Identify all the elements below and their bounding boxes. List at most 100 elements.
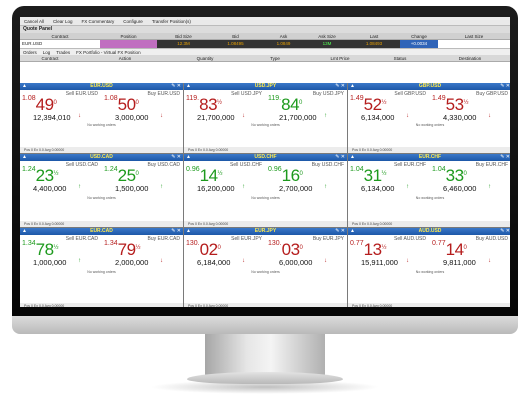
sell-button[interactable]: Sell USD.CHF 0.9614½ 16,200,000 ↑: [184, 162, 265, 202]
sell-label: Sell USD.CHF: [230, 162, 262, 168]
sell-size[interactable]: 6,184,000: [197, 258, 231, 267]
buy-button[interactable]: Buy EUR.CAD 1.3479½ 2,000,000 ↓: [102, 236, 183, 276]
tile-settings-icon[interactable]: ✎ ✕: [171, 228, 181, 234]
tile-position-footer: Pos 0 Ex 0.0 Avg 0.00000: [348, 221, 510, 227]
tab-trades[interactable]: Trades: [56, 50, 71, 55]
tile-menu-icon[interactable]: ▲: [186, 83, 191, 89]
fx-tile-usd-jpy: ▲ USD.JPY ✎ ✕ Sell USD.JPY 119.83½ 21,70…: [184, 83, 347, 153]
tab-fx-portfolio[interactable]: FX Portfolio - Virtual FX Position: [76, 50, 141, 55]
tile-menu-icon[interactable]: ▲: [186, 154, 191, 160]
sell-size[interactable]: 12,394,010: [33, 113, 71, 122]
cancel-all-button[interactable]: Cancel All: [24, 18, 45, 24]
buy-size[interactable]: 3,000,000: [115, 113, 149, 122]
sell-button[interactable]: Sell USD.CAD 1.2423½ 4,400,000 ↑: [20, 162, 101, 202]
sell-size[interactable]: 1,000,000: [33, 258, 67, 267]
buy-button[interactable]: Buy EUR.JPY 130.030 6,000,000 ↓: [266, 236, 347, 276]
buy-button[interactable]: Buy EUR.CHF 1.04330 6,460,000 ↑: [430, 162, 510, 202]
col-last[interactable]: Last: [369, 34, 379, 39]
buy-label: Buy EUR.CAD: [147, 236, 180, 242]
quote-ask: 1.0849: [261, 40, 306, 48]
tile-settings-icon[interactable]: ✎ ✕: [335, 83, 345, 89]
buy-price-prefix: 130.: [268, 240, 282, 247]
sell-button[interactable]: Sell EUR.CHF 1.0431½ 6,134,000 ↑: [348, 162, 429, 202]
sell-price-fraction: 0: [53, 100, 57, 106]
buy-button[interactable]: Buy USD.CAD 1.24250 1,500,000 ↑: [102, 162, 183, 202]
sell-button[interactable]: Sell GBP.USD 1.4952½ 6,134,000 ↓: [348, 91, 429, 131]
col-last-size[interactable]: Last Size: [464, 34, 484, 39]
sell-size[interactable]: 4,400,000: [33, 184, 67, 193]
sell-arrow-icon: ↑: [78, 258, 81, 264]
orders-col-quantity[interactable]: Quantity: [196, 56, 214, 61]
buy-button[interactable]: Buy USD.CHF 0.96160 2,700,000 ↑: [266, 162, 347, 202]
tile-settings-icon[interactable]: ✎ ✕: [500, 228, 510, 234]
orders-col-action[interactable]: Action: [118, 56, 132, 61]
sell-price: 1.4952½: [350, 95, 387, 115]
configure-button[interactable]: Configure: [123, 18, 143, 24]
tile-menu-icon[interactable]: ▲: [22, 83, 27, 89]
tab-orders[interactable]: Orders: [23, 50, 37, 55]
buy-button[interactable]: Buy GBP.USD 1.4953½ 4,330,000 ↓: [430, 91, 510, 131]
fx-commentary-button[interactable]: FX Commentary: [81, 18, 115, 24]
tab-log[interactable]: Log: [42, 50, 51, 55]
buy-size[interactable]: 6,460,000: [443, 184, 477, 193]
buy-button[interactable]: Buy EUR.USD 1.08500 3,000,000 ↓: [102, 91, 183, 131]
tile-pair: GBP.USD: [418, 83, 442, 89]
tile-settings-icon[interactable]: ✎ ✕: [171, 83, 181, 89]
orders-col-destination[interactable]: Destination: [458, 56, 482, 61]
tile-menu-icon[interactable]: ▲: [186, 228, 191, 234]
buy-size[interactable]: 2,000,000: [115, 258, 149, 267]
tile-header: ▲ AUD.USD ✎ ✕: [348, 228, 510, 235]
buy-button[interactable]: Buy USD.JPY 119.840 21,700,000 ↑: [266, 91, 347, 131]
orders-col-lmt-price[interactable]: Lmt Price: [330, 56, 350, 61]
col-change[interactable]: Change: [411, 34, 427, 39]
buy-price: 0.96160: [268, 166, 303, 186]
tile-menu-icon[interactable]: ▲: [22, 228, 27, 234]
orders-col-status[interactable]: Status: [393, 56, 407, 61]
buy-price: 1.24250: [104, 166, 139, 186]
sell-size[interactable]: 21,700,000: [197, 113, 235, 122]
buy-size[interactable]: 6,000,000: [279, 258, 313, 267]
sell-arrow-icon: ↓: [242, 258, 245, 264]
sell-button[interactable]: Sell USD.JPY 119.83½ 21,700,000 ↓: [184, 91, 265, 131]
buy-size[interactable]: 2,700,000: [279, 184, 313, 193]
buy-size[interactable]: 9,811,000: [443, 258, 476, 267]
quote-row[interactable]: EUR.USD 12.3M 1.08495 1.0849 13M 1.08493…: [20, 40, 510, 48]
col-ask[interactable]: Ask: [279, 34, 288, 39]
orders-col-type[interactable]: Type: [270, 56, 280, 61]
tile-settings-icon[interactable]: ✎ ✕: [171, 154, 181, 160]
col-ask-size[interactable]: Ask Size: [318, 34, 336, 39]
col-bid-size[interactable]: Bid Size: [175, 34, 192, 39]
transfer-position-button[interactable]: Transfer Position(s): [151, 18, 191, 24]
orders-col-contract[interactable]: Contract: [41, 56, 59, 61]
sell-size[interactable]: 6,134,000: [361, 113, 395, 122]
tile-position-footer: Pos 0 Ex 0.0 Avg 0.00000: [348, 147, 510, 153]
tile-settings-icon[interactable]: ✎ ✕: [500, 83, 510, 89]
tile-settings-icon[interactable]: ✎ ✕: [500, 154, 510, 160]
quote-position: [100, 40, 157, 48]
sell-size[interactable]: 15,911,000: [361, 258, 398, 267]
sell-size[interactable]: 6,134,000: [361, 184, 395, 193]
tile-settings-icon[interactable]: ✎ ✕: [335, 154, 345, 160]
buy-button[interactable]: Buy AUD.USD 0.77140 9,811,000 ↓: [430, 236, 510, 276]
sell-price: 1.08490: [22, 95, 57, 115]
buy-price-prefix: 0.96: [268, 166, 282, 173]
tile-header: ▲ EUR.JPY ✎ ✕: [184, 228, 347, 235]
tile-menu-icon[interactable]: ▲: [350, 83, 355, 89]
buy-arrow-icon: ↓: [324, 258, 327, 264]
buy-size[interactable]: 4,330,000: [443, 113, 477, 122]
buy-size[interactable]: 21,700,000: [279, 113, 317, 122]
tile-settings-icon[interactable]: ✎ ✕: [335, 228, 345, 234]
sell-button[interactable]: Sell EUR.CAD 1.3478½ 1,000,000 ↑: [20, 236, 101, 276]
col-contract[interactable]: Contract: [51, 34, 69, 39]
sell-size[interactable]: 16,200,000: [197, 184, 235, 193]
sell-button[interactable]: Sell EUR.USD 1.08490 12,394,010 ↓: [20, 91, 101, 131]
sell-button[interactable]: Sell EUR.JPY 130.020 6,184,000 ↓: [184, 236, 265, 276]
buy-size[interactable]: 1,500,000: [115, 184, 149, 193]
col-bid[interactable]: Bid: [232, 34, 239, 39]
tile-menu-icon[interactable]: ▲: [350, 154, 355, 160]
tile-menu-icon[interactable]: ▲: [350, 228, 355, 234]
sell-button[interactable]: Sell AUD.USD 0.7713½ 15,911,000 ↓: [348, 236, 429, 276]
tile-menu-icon[interactable]: ▲: [22, 154, 27, 160]
clear-log-button[interactable]: Clear Log: [53, 18, 73, 24]
col-position[interactable]: Position: [120, 34, 137, 39]
